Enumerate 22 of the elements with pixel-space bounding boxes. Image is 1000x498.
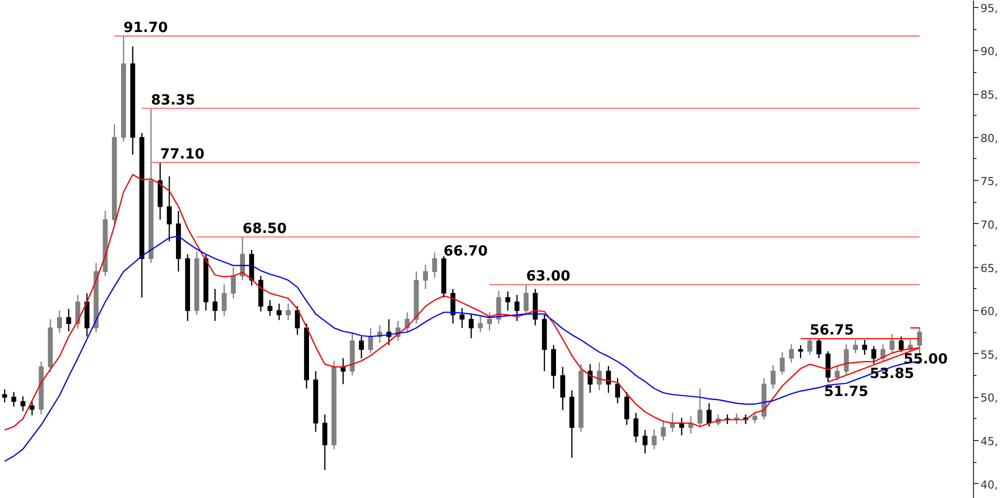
- annotation: 77.10: [160, 146, 205, 162]
- annotation: 83.35: [151, 92, 196, 108]
- y-tick-label: 45,: [980, 434, 998, 448]
- annotation: 91.70: [124, 20, 168, 36]
- annotation: 55.00: [904, 352, 948, 368]
- y-tick-label: 50,: [980, 392, 998, 405]
- annotation: 66.70: [444, 244, 488, 260]
- y-tick-label: 90,: [980, 45, 998, 58]
- y-tick-label: 80,: [980, 132, 998, 145]
- y-tick-label: 55,: [980, 348, 998, 362]
- y-tick-label: 85,: [980, 88, 998, 102]
- annotation: 68.50: [242, 220, 288, 237]
- annotation: 53.85: [870, 366, 914, 382]
- annotation: 63.00: [526, 268, 571, 285]
- y-tick-label: 65,: [980, 262, 998, 275]
- y-tick-label: 70,: [980, 218, 998, 232]
- y-tick-label: 95,: [980, 2, 998, 15]
- y-tick-label: 40,: [980, 478, 998, 492]
- annotation: 56.75: [810, 322, 854, 339]
- y-tick-label: 60,: [980, 305, 998, 318]
- annotation: 51.75: [824, 384, 868, 400]
- y-tick-label: 75,: [980, 175, 998, 188]
